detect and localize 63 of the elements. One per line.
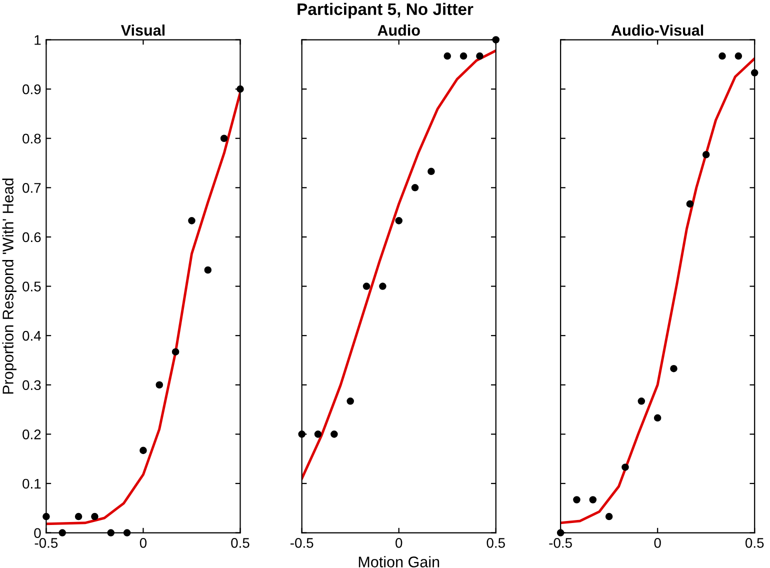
y-tick-label: 0.6 bbox=[22, 232, 41, 242]
point bbox=[362, 282, 370, 290]
point bbox=[428, 168, 435, 176]
point bbox=[460, 52, 468, 60]
point bbox=[220, 134, 228, 142]
chart-title: Visual bbox=[120, 24, 165, 36]
point bbox=[156, 381, 164, 389]
y-tick-label: 0.3 bbox=[22, 380, 41, 390]
x-tick-label: 0.5 bbox=[745, 538, 764, 548]
y-tick-label: 0.4 bbox=[22, 330, 41, 341]
point bbox=[734, 52, 742, 60]
y-tick-label: 0 bbox=[34, 528, 41, 538]
point bbox=[107, 529, 115, 536]
point bbox=[91, 512, 98, 520]
point bbox=[686, 200, 694, 208]
point bbox=[379, 282, 386, 290]
x-tick-label: -0.5 bbox=[549, 538, 572, 548]
point bbox=[140, 446, 147, 454]
point bbox=[123, 529, 131, 536]
point bbox=[605, 512, 613, 520]
point bbox=[702, 150, 710, 158]
x-tick-label: 0 bbox=[396, 538, 402, 548]
y-tick-label: 0.1 bbox=[22, 478, 41, 489]
point bbox=[330, 430, 338, 438]
point bbox=[188, 217, 196, 224]
x-axis-title: Motion Gain bbox=[358, 556, 440, 568]
y-tick-label: 0.8 bbox=[22, 134, 41, 144]
point bbox=[750, 69, 758, 76]
chart-title: Audio-Visual bbox=[611, 24, 704, 36]
y-tick-label: 0.2 bbox=[22, 430, 41, 440]
chart-title: Audio bbox=[378, 24, 420, 36]
text: Participant 5, No Jitter bbox=[298, 2, 474, 18]
x-tick-label: 0 bbox=[140, 538, 147, 548]
point bbox=[298, 430, 306, 438]
x-tick-label: 0.5 bbox=[231, 538, 250, 548]
point bbox=[573, 496, 580, 504]
point bbox=[314, 430, 322, 438]
point bbox=[204, 266, 212, 274]
point bbox=[622, 464, 629, 471]
point bbox=[718, 52, 726, 60]
x-tick-label: -0.5 bbox=[290, 538, 314, 548]
y-axis-title: Proportion Respond 'With' Head bbox=[2, 178, 16, 394]
point bbox=[346, 398, 354, 405]
point bbox=[395, 217, 402, 224]
point bbox=[638, 398, 646, 405]
point bbox=[444, 52, 452, 60]
point bbox=[654, 414, 662, 422]
point bbox=[172, 348, 180, 356]
y-tick-label: 0.5 bbox=[22, 282, 41, 292]
y-tick-label: 0.9 bbox=[22, 84, 41, 94]
point bbox=[58, 529, 66, 536]
point bbox=[476, 52, 484, 60]
point bbox=[42, 512, 50, 520]
y-tick-label: 0.7 bbox=[22, 183, 41, 193]
x-tick-label: -0.5 bbox=[34, 538, 58, 548]
point bbox=[411, 184, 419, 192]
point bbox=[236, 85, 244, 93]
x-tick-label: 0 bbox=[654, 538, 661, 548]
point bbox=[74, 512, 82, 520]
y-tick-label: 1 bbox=[34, 35, 41, 45]
point bbox=[670, 364, 678, 372]
x-tick-label: 0.5 bbox=[486, 538, 505, 548]
point bbox=[589, 496, 597, 504]
